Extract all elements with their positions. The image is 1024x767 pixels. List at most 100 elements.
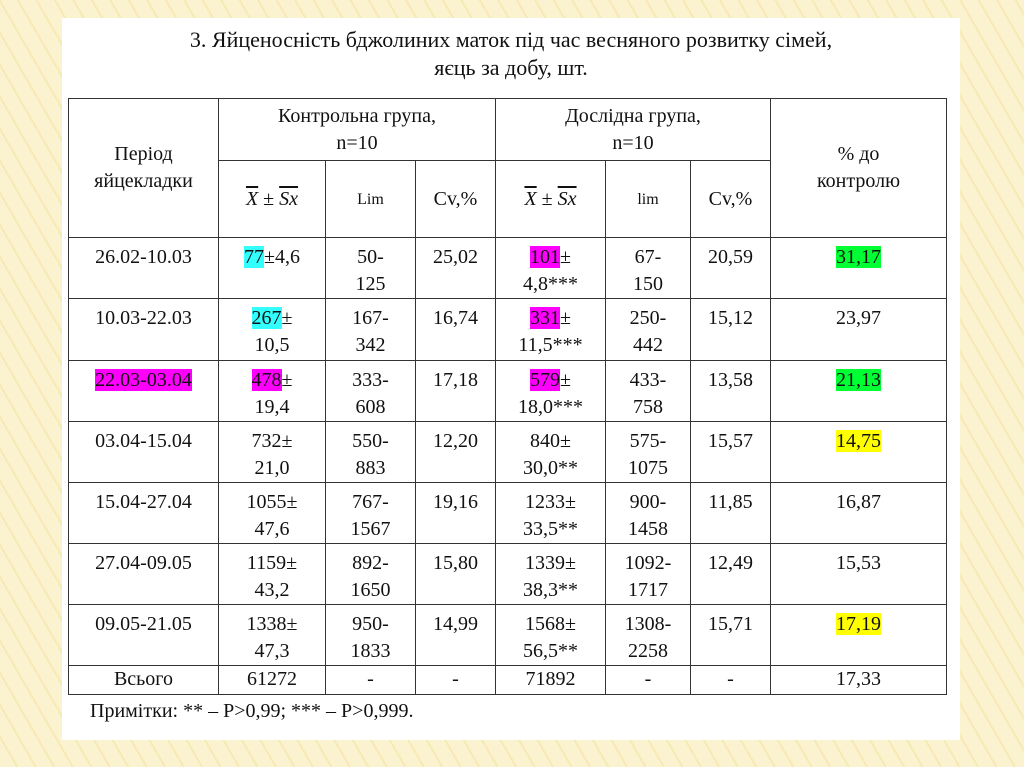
header-text: Lim [357,191,384,208]
cell-text: 15,53 [836,552,881,574]
cell-text: 30,0** [523,457,578,479]
cell-line: 1308- [608,611,688,638]
cell-text: 09.05-21.05 [95,613,192,635]
highlight: 77 [244,246,264,268]
cell-text: 1308- [624,613,672,635]
cell-line: 77±4,6 [221,244,323,271]
cell-text: 23,97 [836,307,881,329]
cell-text: 67- [634,246,662,268]
cell-text: 550- [352,430,389,452]
cell-line: 125 [328,271,413,298]
header-text: Cv,% [433,187,478,210]
table-cell: 27.04-09.05 [68,543,219,605]
cell-line: - [693,666,768,693]
cell-line: 11,5*** [498,332,603,359]
cell-line: 33,5** [498,516,603,543]
cell-text: 50- [357,246,384,268]
cell-text: 1458 [628,518,668,540]
table-cell: 267± 10,5 [218,298,326,361]
table-cell: 25,02 [415,237,496,299]
cell-line: 16,87 [773,489,944,516]
cell-line: 19,16 [418,489,493,516]
table-cell: 13,58 [690,360,771,422]
cell-line: 22.03-03.04 [71,367,216,394]
cell-line: 1092- [608,550,688,577]
cell-text: 1233± [525,491,576,513]
cell-line: 26.02-10.03 [71,244,216,271]
cell-text: 758 [633,396,663,418]
cell-text: 883 [355,457,386,479]
table-cell: 1338± 47,3 [218,604,326,666]
slide: 3. Яйценосність бджолиних маток під час … [62,18,960,740]
header-text: Cv,% [708,187,753,210]
cell-line: 10.03-22.03 [71,305,216,332]
table-cell: 550- 883 [325,421,416,483]
cell-text: 1075 [628,457,668,479]
cell-text: ± [560,246,571,268]
table-cell: 478± 19,4 [218,360,326,422]
table-cell: 50- 125 [325,237,416,299]
cell-line: 1567 [328,516,413,543]
cell-line: - [328,666,413,693]
cell-line: 758 [608,394,688,421]
table-cell: 17,18 [415,360,496,422]
cell-line: 840± [498,428,603,455]
cell-line: 15,80 [418,550,493,577]
cell-text: 43,2 [254,579,290,601]
table-cell: 14,75 [770,421,947,483]
cell-line: 15,57 [693,428,768,455]
highlight: 267 [251,307,282,329]
table-cell: 892- 1650 [325,543,416,605]
cell-line: Контрольна група, [278,104,436,127]
cell-line: контролю [816,170,901,192]
header-cell: % до контролю [770,98,947,238]
table-row: 03.04-15.04 732± 21,0 550- 883 12,20 840± 30,0*… [68,421,947,483]
cell-line: 15,12 [693,305,768,332]
cell-text: 14,99 [433,613,478,635]
cell-text: 56,5** [523,640,578,662]
cell-line: 43,2 [221,577,323,604]
table-row: 15.04-27.04 1055± 47,6 767- 1567 19,16 1233± 33… [68,482,947,544]
cell-line: Дослідна група, [565,104,701,127]
cell-text: 12,49 [708,552,753,574]
cell-text: 16,74 [433,307,478,329]
cell-text: 125 [355,273,386,295]
cell-text: 433- [629,369,667,391]
cell-line: 575- [608,428,688,455]
formula-part: ± [541,187,553,210]
table-cell: 250- 442 [605,298,691,361]
cell-line: 27.04-09.05 [71,550,216,577]
cell-text: 17,18 [433,369,478,391]
cell-text: 10,5 [254,334,290,356]
cell-line: 15,53 [773,550,944,577]
cell-line: 1717 [608,577,688,604]
cell-text: 333- [352,369,389,391]
table-cell: 15,80 [415,543,496,605]
cell-line: 19,4 [221,394,323,421]
header-cell: X ± Sx [495,160,606,238]
cell-line: n=10 [336,131,378,154]
cell-text: 15,71 [708,613,753,635]
table-cell: 61272 [218,665,326,695]
header-cell: X ± Sx [218,160,326,238]
cell-line: 1339± [498,550,603,577]
table-cell: Всього [68,665,219,695]
table-cell: 31,17 [770,237,947,299]
cell-text: 15.04-27.04 [95,491,192,513]
cell-text: - [644,668,652,690]
cell-line: 31,17 [773,244,944,271]
cell-line: 03.04-15.04 [71,428,216,455]
cell-text: 47,3 [254,640,290,662]
cell-text: 950- [352,613,389,635]
header-cell: Період яйцекладки [68,98,219,238]
table-cell: 17,33 [770,665,947,695]
table-cell: 17,19 [770,604,947,666]
header-cell: Контрольна група, n=10 [218,98,496,161]
cell-text: 11,5*** [518,334,583,356]
table-cell: 15,53 [770,543,947,605]
cell-line: 267± [221,305,323,332]
cell-line: 12,20 [418,428,493,455]
header-cell: lim [605,160,691,238]
table-cell: 1339± 38,3** [495,543,606,605]
highlight: 21,13 [836,369,881,391]
